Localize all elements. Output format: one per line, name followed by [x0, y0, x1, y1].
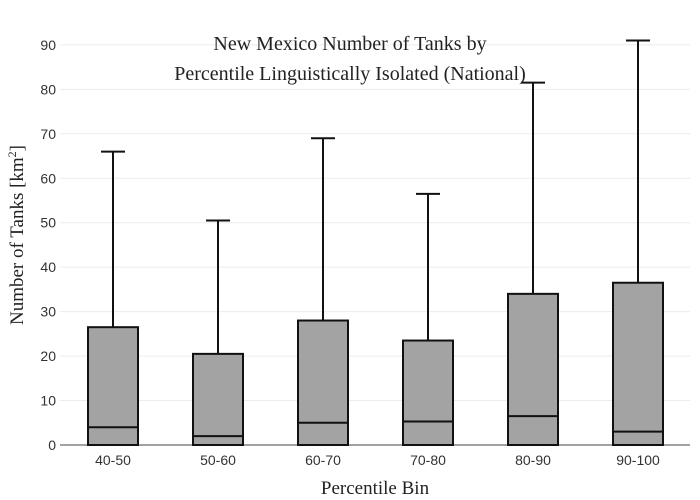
box-60-70 — [297, 137, 349, 446]
iqr-box — [87, 326, 139, 446]
x-tick-label: 40-50 — [95, 452, 131, 468]
y-axis-label-superscript: 2 — [5, 151, 19, 157]
y-tick-label: 50 — [40, 215, 56, 231]
y-tick-label: 30 — [40, 304, 56, 320]
box-40-50 — [87, 150, 139, 446]
x-tick-label: 80-90 — [515, 452, 551, 468]
chart-title-line-1: New Mexico Number of Tanks by — [213, 33, 486, 55]
y-axis-label-close: ] — [7, 145, 28, 151]
iqr-box — [192, 352, 244, 447]
x-tick-labels: 40-50 50-60 60-70 70-80 80-90 90-100 — [95, 452, 660, 468]
iqr-box — [612, 281, 664, 447]
y-tick-label: 40 — [40, 259, 56, 275]
x-tick-label: 90-100 — [616, 452, 660, 468]
y-tick-label: 10 — [40, 393, 56, 409]
gridlines — [60, 44, 690, 402]
y-tick-labels: 0 10 20 30 40 50 60 70 80 90 — [40, 37, 56, 453]
y-tick-label: 0 — [48, 437, 56, 453]
iqr-box — [402, 339, 454, 446]
iqr-box — [507, 292, 559, 447]
x-tick-label: 50-60 — [200, 452, 236, 468]
y-tick-label: 20 — [40, 348, 56, 364]
boxes — [87, 39, 664, 447]
box-70-80 — [402, 192, 454, 446]
y-axis-label: Number of Tanks [km2] — [5, 145, 28, 325]
iqr-box — [297, 319, 349, 446]
y-tick-label: 90 — [40, 37, 56, 53]
chart-title-line-2: Percentile Linguistically Isolated (Nati… — [174, 63, 526, 85]
y-tick-label: 80 — [40, 81, 56, 97]
box-50-60 — [192, 219, 244, 447]
x-tick-label: 60-70 — [305, 452, 341, 468]
box-80-90 — [507, 81, 559, 447]
x-tick-label: 70-80 — [410, 452, 446, 468]
box-90-100 — [612, 39, 664, 447]
y-tick-label: 60 — [40, 170, 56, 186]
x-axis-label: Percentile Bin — [321, 478, 430, 499]
y-axis-label-text: Number of Tanks [km — [7, 157, 28, 325]
y-tick-label: 70 — [40, 126, 56, 142]
